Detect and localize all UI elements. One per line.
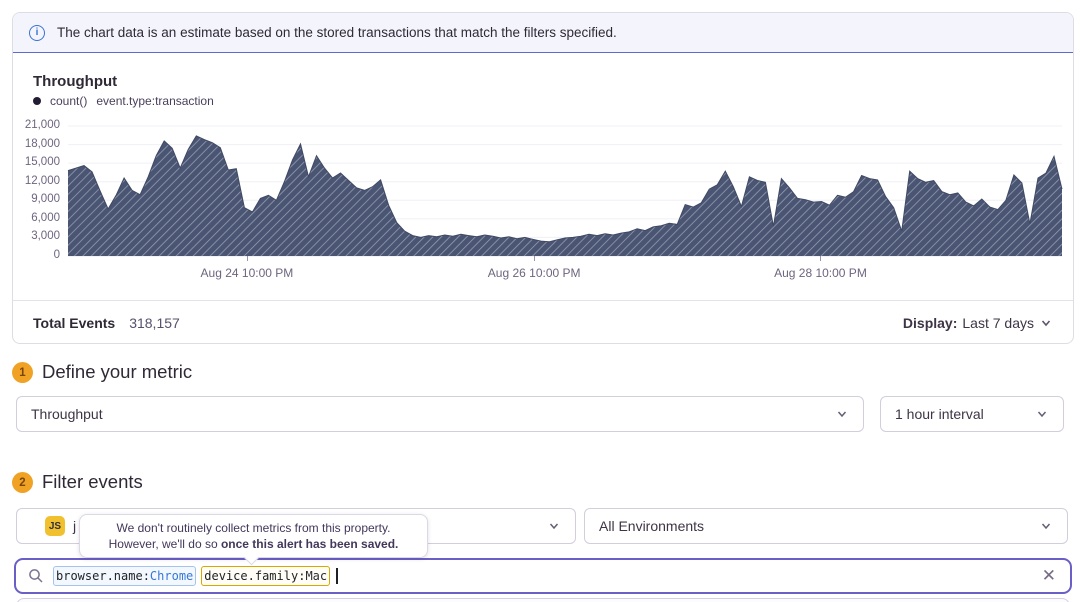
y-axis-tick-label: 21,000 (24, 119, 60, 131)
x-axis-tick-mark (534, 256, 536, 261)
project-select-value: j (73, 518, 77, 534)
next-field-cutoff (16, 598, 1070, 602)
search-token-browser-name[interactable]: browser.name:Chrome (53, 566, 197, 586)
y-axis-tick-label: 18,000 (24, 137, 60, 150)
environment-select-value: All Environments (599, 518, 705, 534)
filter-search-input[interactable]: browser.name:Chrome device.family:Mac ✕ (14, 558, 1072, 594)
metrics-collection-tooltip: We don't routinely collect metrics from … (79, 514, 428, 566)
chart-svg (67, 125, 1063, 257)
search-token-device-family[interactable]: device.family:Mac (201, 566, 331, 586)
x-axis-tick-label: Aug 26 10:00 PM (487, 266, 581, 280)
y-axis-tick-label: 3,000 (31, 230, 60, 243)
interval-select-value: 1 hour interval (895, 406, 984, 422)
display-value: Last 7 days (962, 314, 1034, 331)
environment-select[interactable]: All Environments (584, 508, 1068, 544)
text-caret (336, 568, 339, 584)
chevron-down-icon (1037, 411, 1047, 418)
info-icon: i (29, 24, 45, 41)
x-axis-tick-label: Aug 28 10:00 PM (774, 266, 867, 280)
clear-search-icon[interactable]: ✕ (1041, 566, 1056, 585)
y-axis-tick-label: 6,000 (31, 211, 60, 224)
step-2-badge: 2 (12, 472, 33, 493)
legend-filter: event.type:transaction (96, 94, 214, 108)
chart-footer: Total Events 318,157 Display: Last 7 day… (13, 300, 1073, 344)
filter-events-heading: Filter events (42, 471, 143, 492)
metric-select[interactable]: Throughput (16, 396, 864, 432)
x-axis-tick-mark (820, 256, 822, 261)
throughput-area-chart (67, 125, 1063, 257)
chart-title: Throughput (33, 73, 118, 90)
legend-aggregate: count() (50, 94, 88, 108)
chart-legend: count() event.type:transaction (33, 94, 214, 108)
x-axis-tick-mark (246, 256, 248, 261)
total-events-value: 318,157 (129, 314, 180, 331)
total-events-label: Total Events (33, 314, 116, 331)
chevron-down-icon (837, 411, 847, 418)
display-period-dropdown[interactable]: Display: Last 7 days (903, 315, 1053, 331)
chevron-down-icon (549, 523, 559, 530)
banner-text: The chart data is an estimate based on t… (57, 25, 617, 40)
metric-select-value: Throughput (31, 406, 103, 422)
x-axis-tick-label: Aug 24 10:00 PM (200, 266, 294, 280)
display-label: Display: (902, 314, 958, 331)
interval-select[interactable]: 1 hour interval (880, 396, 1064, 432)
search-token-list: browser.name:Chrome device.family:Mac (53, 566, 1040, 586)
y-axis-tick-label: 9,000 (31, 193, 60, 206)
step-1-badge: 1 (12, 362, 33, 383)
search-icon (29, 569, 43, 583)
estimate-info-banner: i The chart data is an estimate based on… (13, 13, 1073, 53)
chevron-down-icon (1041, 319, 1051, 326)
chevron-down-icon (1041, 523, 1051, 530)
series-dot (33, 97, 41, 105)
y-axis-tick-label: 0 (53, 249, 60, 261)
y-axis-tick-label: 12,000 (24, 174, 60, 187)
define-metric-heading: Define your metric (42, 361, 193, 382)
y-axis-tick-label: 15,000 (24, 156, 60, 169)
tooltip-line-2: However, we'll do so once this alert has… (108, 537, 399, 551)
tooltip-line-1: We don't routinely collect metrics from … (116, 520, 391, 535)
javascript-platform-icon: JS (45, 516, 65, 536)
